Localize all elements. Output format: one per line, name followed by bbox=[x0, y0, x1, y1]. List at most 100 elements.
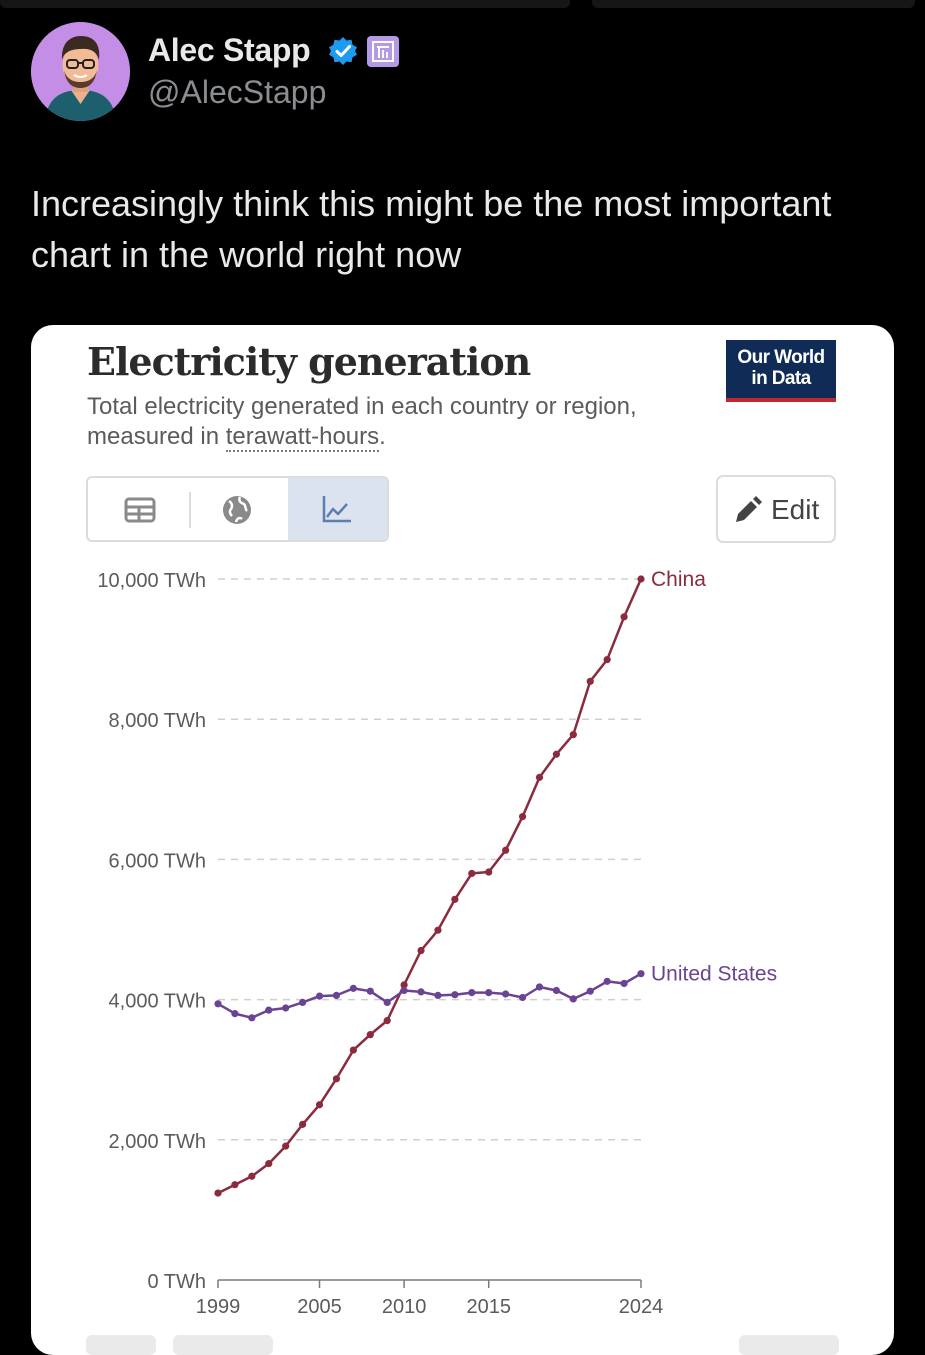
china-data-point bbox=[569, 731, 577, 739]
table-view-tab[interactable] bbox=[88, 478, 188, 540]
china-data-point bbox=[468, 869, 476, 878]
author-name[interactable]: Alec Stapp bbox=[148, 32, 311, 68]
united-states-data-point bbox=[231, 1010, 239, 1018]
line-chart-icon bbox=[322, 496, 351, 523]
author-handle[interactable]: @AlecStapp bbox=[148, 74, 327, 110]
united-states-data-point bbox=[637, 970, 645, 978]
united-states-data-point bbox=[282, 1004, 290, 1012]
united-states-data-point bbox=[400, 986, 408, 995]
x-tick-label: 2010 bbox=[382, 1296, 427, 1318]
united-states-data-point bbox=[366, 987, 374, 995]
united-states-series-line bbox=[217, 972, 642, 1020]
united-states-data-point bbox=[214, 1000, 222, 1008]
united-states-data-point bbox=[451, 991, 459, 999]
united-states-data-point bbox=[569, 995, 577, 1003]
subtitle-text: Total electricity generated in each coun… bbox=[87, 393, 637, 450]
chart-card[interactable]: Electricity generation Total electricity… bbox=[31, 325, 894, 1355]
subtitle-end: . bbox=[379, 423, 386, 450]
china-data-point bbox=[265, 1160, 273, 1168]
china-data-point bbox=[552, 750, 561, 758]
edit-button[interactable]: Edit bbox=[716, 475, 836, 543]
united-states-data-point bbox=[603, 977, 611, 985]
china-data-point bbox=[485, 868, 493, 876]
table-icon bbox=[124, 497, 156, 523]
china-data-point bbox=[451, 895, 459, 903]
china-data-point bbox=[231, 1181, 239, 1189]
y-tick-label: 2,000 TWh bbox=[109, 1131, 206, 1153]
chart-view-tab[interactable] bbox=[288, 478, 387, 540]
logo-line-1: Our World bbox=[737, 347, 825, 368]
china-data-point bbox=[315, 1101, 324, 1109]
y-tick-label: 10,000 TWh bbox=[97, 570, 206, 592]
chart-subtitle: Total electricity generated in each coun… bbox=[87, 392, 707, 452]
y-tick-label: 0 TWh bbox=[147, 1271, 206, 1293]
chart-title: Electricity generation bbox=[87, 339, 531, 384]
united-states-data-point bbox=[248, 1014, 256, 1022]
united-states-data-point bbox=[265, 1006, 273, 1014]
united-states-data-point bbox=[383, 998, 391, 1007]
china-series-label: China bbox=[651, 568, 706, 591]
x-tick-label: 2005 bbox=[297, 1296, 342, 1318]
united-states-data-point bbox=[535, 983, 544, 991]
terawatt-hours-link[interactable]: terawatt-hours bbox=[225, 423, 380, 452]
line-chart[interactable]: 0 TWh 2,000 TWh 4,000 TWh 6,000 TWh 8,000 TW… bbox=[31, 325, 894, 1355]
logo-line-2: in Data bbox=[751, 368, 811, 389]
footer-tab-peek-3 bbox=[739, 1335, 839, 1355]
china-data-point bbox=[366, 1031, 374, 1039]
china-data-point bbox=[400, 981, 408, 989]
footer-tab-peek-1 bbox=[86, 1335, 156, 1355]
china-data-point bbox=[603, 656, 611, 664]
china-data-point bbox=[434, 926, 442, 934]
china-series-line bbox=[217, 578, 643, 1195]
verified-badge-icon bbox=[329, 37, 357, 65]
edit-label: Edit bbox=[771, 494, 820, 525]
x-tick-label: 1999 bbox=[196, 1296, 241, 1318]
china-data-point bbox=[586, 677, 594, 685]
top-tab-strip bbox=[0, 0, 925, 10]
united-states-data-point bbox=[552, 986, 561, 995]
china-data-point bbox=[637, 575, 645, 583]
pencil-icon bbox=[736, 496, 762, 522]
china-data-point bbox=[349, 1046, 357, 1054]
china-data-point bbox=[282, 1142, 290, 1150]
united-states-data-point bbox=[586, 987, 594, 995]
china-data-point bbox=[383, 1017, 391, 1025]
united-states-data-point bbox=[315, 992, 324, 1000]
tab-divider bbox=[189, 492, 191, 528]
china-data-point bbox=[332, 1075, 341, 1083]
x-tick-label: 2024 bbox=[619, 1296, 664, 1318]
united-states-data-point bbox=[518, 993, 527, 1002]
united-states-data-point bbox=[349, 984, 357, 992]
united-states-data-point bbox=[299, 998, 307, 1007]
top-tab-left[interactable] bbox=[0, 0, 570, 8]
avatar[interactable] bbox=[31, 22, 130, 121]
united-states-data-point bbox=[485, 988, 493, 997]
united-states-data-point bbox=[620, 979, 628, 988]
china-data-point bbox=[299, 1120, 307, 1128]
map-view-tab[interactable] bbox=[188, 478, 288, 540]
y-tick-label: 6,000 TWh bbox=[109, 850, 206, 872]
china-data-point bbox=[214, 1189, 222, 1197]
united-states-data-point bbox=[468, 988, 476, 997]
china-data-point bbox=[535, 773, 544, 781]
china-data-point bbox=[620, 613, 628, 621]
united-states-series-label: United States bbox=[651, 963, 777, 986]
affiliation-badge-icon[interactable] bbox=[367, 36, 399, 67]
china-data-point bbox=[502, 846, 510, 854]
footer-tab-peek-2 bbox=[173, 1335, 273, 1355]
owid-logo[interactable]: Our World in Data bbox=[726, 340, 836, 402]
view-switcher bbox=[86, 476, 389, 542]
globe-icon bbox=[223, 496, 251, 524]
united-states-data-point bbox=[502, 990, 510, 998]
united-states-data-point bbox=[434, 991, 442, 999]
united-states-data-point bbox=[332, 991, 341, 999]
china-data-point bbox=[417, 946, 425, 955]
tweet-text: Increasingly think this might be the mos… bbox=[31, 183, 832, 275]
y-tick-label: 8,000 TWh bbox=[109, 710, 206, 732]
united-states-data-point bbox=[417, 988, 425, 996]
china-data-point bbox=[518, 813, 527, 821]
x-tick-label: 2015 bbox=[466, 1296, 511, 1318]
top-tab-right[interactable] bbox=[592, 0, 915, 8]
china-data-point bbox=[248, 1172, 256, 1180]
y-tick-label: 4,000 TWh bbox=[109, 991, 206, 1013]
